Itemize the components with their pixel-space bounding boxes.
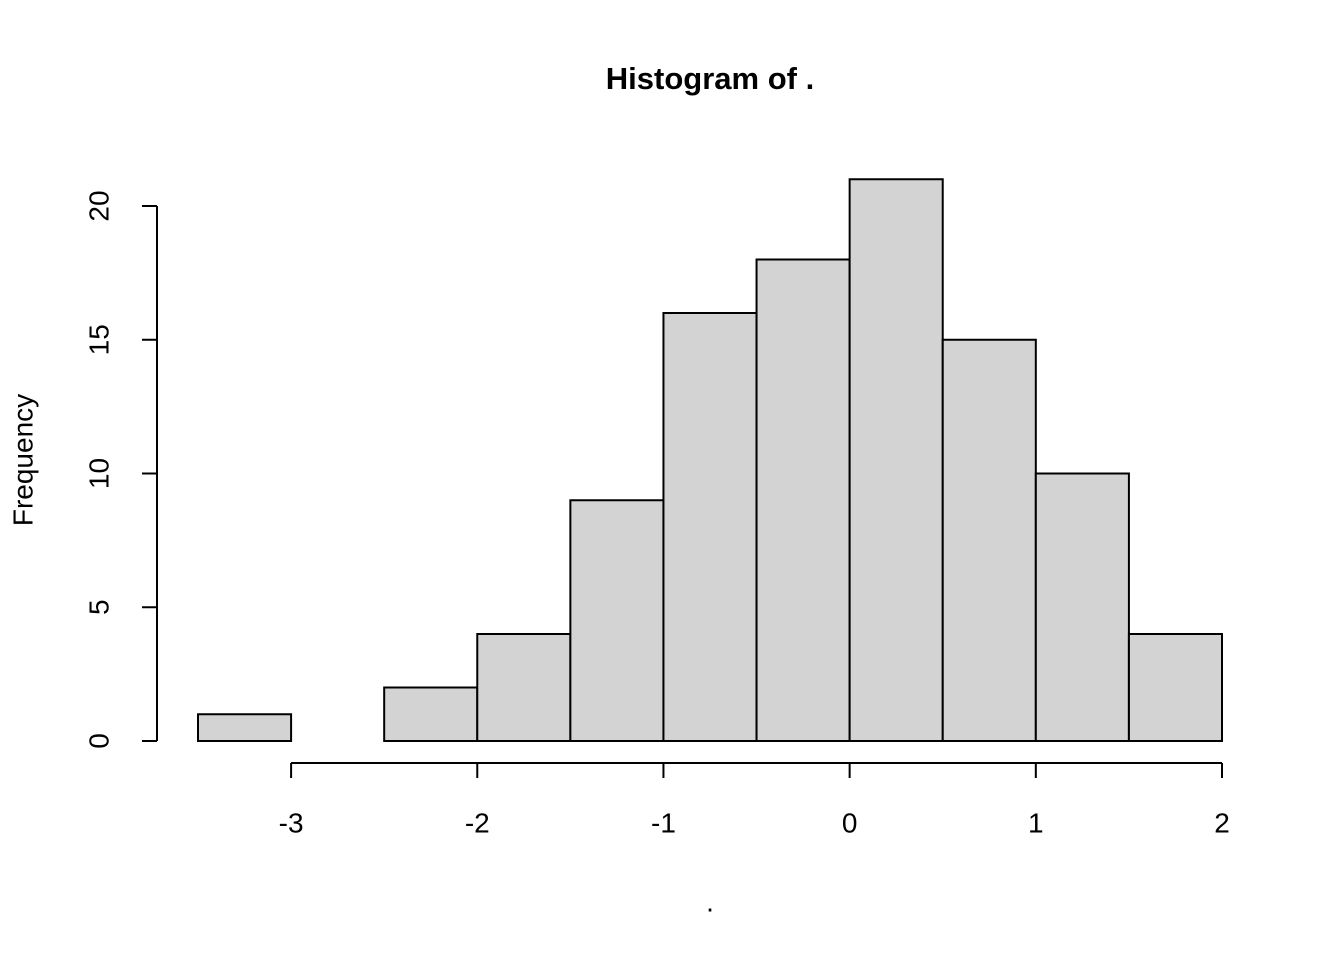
bar (197, 713, 293, 742)
bar (569, 499, 665, 742)
bar (848, 178, 944, 742)
y-axis-label: Frequency (7, 394, 38, 526)
x-tick-label: 0 (842, 807, 858, 838)
y-tick-label: 10 (83, 458, 114, 489)
x-tick-label: -3 (279, 807, 304, 838)
chart-title: Histogram of . (606, 61, 814, 96)
y-tick-label: 5 (83, 599, 114, 615)
bar (755, 258, 851, 742)
bar (941, 338, 1037, 742)
y-tick-label: 15 (83, 324, 114, 355)
x-tick-label: -2 (465, 807, 490, 838)
bar (1127, 633, 1223, 742)
x-tick-label: -1 (651, 807, 676, 838)
y-tick-label: 0 (83, 733, 114, 749)
bar (476, 633, 572, 742)
bar (383, 686, 479, 742)
x-tick-label: 2 (1214, 807, 1230, 838)
bar (662, 312, 758, 742)
bar (1034, 472, 1130, 742)
y-tick-label: 20 (83, 190, 114, 221)
x-tick-label: 1 (1028, 807, 1044, 838)
x-axis-label: . (706, 886, 714, 917)
